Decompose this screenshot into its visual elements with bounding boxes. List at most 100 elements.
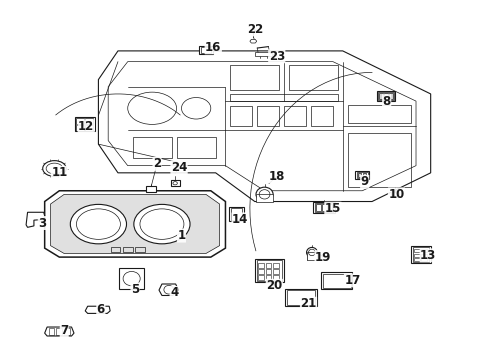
Ellipse shape	[134, 204, 190, 244]
Text: 22: 22	[246, 23, 263, 36]
Text: 3: 3	[38, 216, 46, 230]
Bar	[255, 52, 272, 55]
Bar	[49, 328, 54, 335]
Ellipse shape	[392, 191, 399, 198]
Bar	[231, 208, 242, 220]
Bar	[198, 46, 213, 54]
Bar	[314, 202, 335, 213]
Bar	[328, 204, 332, 211]
Bar	[284, 107, 306, 126]
Bar	[258, 269, 264, 274]
Bar	[421, 258, 427, 261]
Bar	[289, 65, 338, 90]
Polygon shape	[159, 284, 178, 296]
Bar	[230, 94, 338, 101]
Bar	[421, 253, 427, 257]
Text: 1: 1	[177, 229, 186, 242]
Text: 16: 16	[205, 41, 221, 54]
Bar	[76, 118, 84, 124]
Bar	[414, 253, 420, 257]
Bar	[347, 134, 411, 187]
Bar	[358, 173, 361, 177]
Bar	[135, 247, 145, 252]
Text: 5: 5	[131, 283, 139, 296]
Polygon shape	[250, 40, 257, 43]
Bar	[273, 269, 279, 274]
Text: 6: 6	[97, 303, 105, 316]
Polygon shape	[26, 212, 45, 227]
Text: 7: 7	[60, 324, 68, 337]
Bar	[307, 252, 318, 260]
Polygon shape	[98, 51, 431, 202]
Bar	[200, 47, 211, 53]
Bar	[266, 269, 271, 274]
Text: 23: 23	[269, 50, 285, 63]
Bar	[355, 171, 369, 179]
Text: 24: 24	[171, 161, 187, 174]
Bar	[273, 263, 279, 268]
Bar	[421, 249, 427, 252]
Bar	[411, 246, 431, 263]
Bar	[347, 105, 411, 123]
Bar	[229, 207, 244, 221]
Bar	[273, 275, 279, 280]
Text: 10: 10	[389, 188, 405, 201]
Ellipse shape	[256, 187, 273, 202]
Polygon shape	[45, 327, 74, 336]
Bar	[111, 247, 121, 252]
Bar	[363, 173, 366, 177]
Bar	[171, 180, 179, 186]
Text: 15: 15	[325, 202, 341, 215]
Ellipse shape	[43, 161, 66, 176]
Text: 2: 2	[153, 157, 161, 170]
Bar	[285, 289, 317, 306]
Bar	[317, 204, 321, 211]
Text: 20: 20	[266, 279, 282, 292]
Polygon shape	[50, 194, 220, 253]
Bar	[255, 259, 284, 282]
Text: 12: 12	[78, 120, 95, 133]
Bar	[133, 137, 172, 158]
Bar	[257, 260, 282, 281]
Bar	[64, 328, 70, 335]
Bar	[413, 247, 429, 262]
Bar	[323, 274, 350, 288]
Bar	[147, 186, 156, 192]
Bar	[287, 291, 315, 305]
Ellipse shape	[307, 247, 318, 257]
Polygon shape	[85, 306, 110, 314]
Bar	[75, 117, 95, 131]
Text: 9: 9	[361, 175, 369, 188]
Text: 19: 19	[315, 251, 331, 264]
Bar	[316, 203, 333, 212]
Text: 8: 8	[383, 95, 391, 108]
Bar	[85, 118, 93, 124]
Text: 18: 18	[269, 170, 285, 183]
Bar	[266, 275, 271, 280]
Bar	[414, 258, 420, 261]
Text: 17: 17	[344, 274, 361, 287]
Polygon shape	[45, 191, 225, 257]
Bar	[85, 125, 93, 131]
Text: 14: 14	[232, 213, 248, 226]
Bar	[378, 92, 394, 100]
Bar	[384, 93, 388, 99]
Bar	[322, 204, 327, 211]
Bar	[176, 137, 216, 158]
Bar	[230, 107, 252, 126]
Bar	[357, 172, 368, 178]
Ellipse shape	[71, 204, 126, 244]
Bar	[414, 249, 420, 252]
Bar	[258, 275, 264, 280]
Bar	[321, 272, 352, 289]
Text: 21: 21	[300, 297, 317, 310]
Bar	[257, 107, 279, 126]
Bar	[76, 125, 84, 131]
Bar	[56, 328, 62, 335]
Text: 4: 4	[170, 287, 178, 300]
Bar	[123, 247, 133, 252]
Bar	[256, 194, 273, 202]
Bar	[266, 263, 271, 268]
Text: 13: 13	[420, 249, 437, 262]
Bar	[389, 93, 392, 99]
